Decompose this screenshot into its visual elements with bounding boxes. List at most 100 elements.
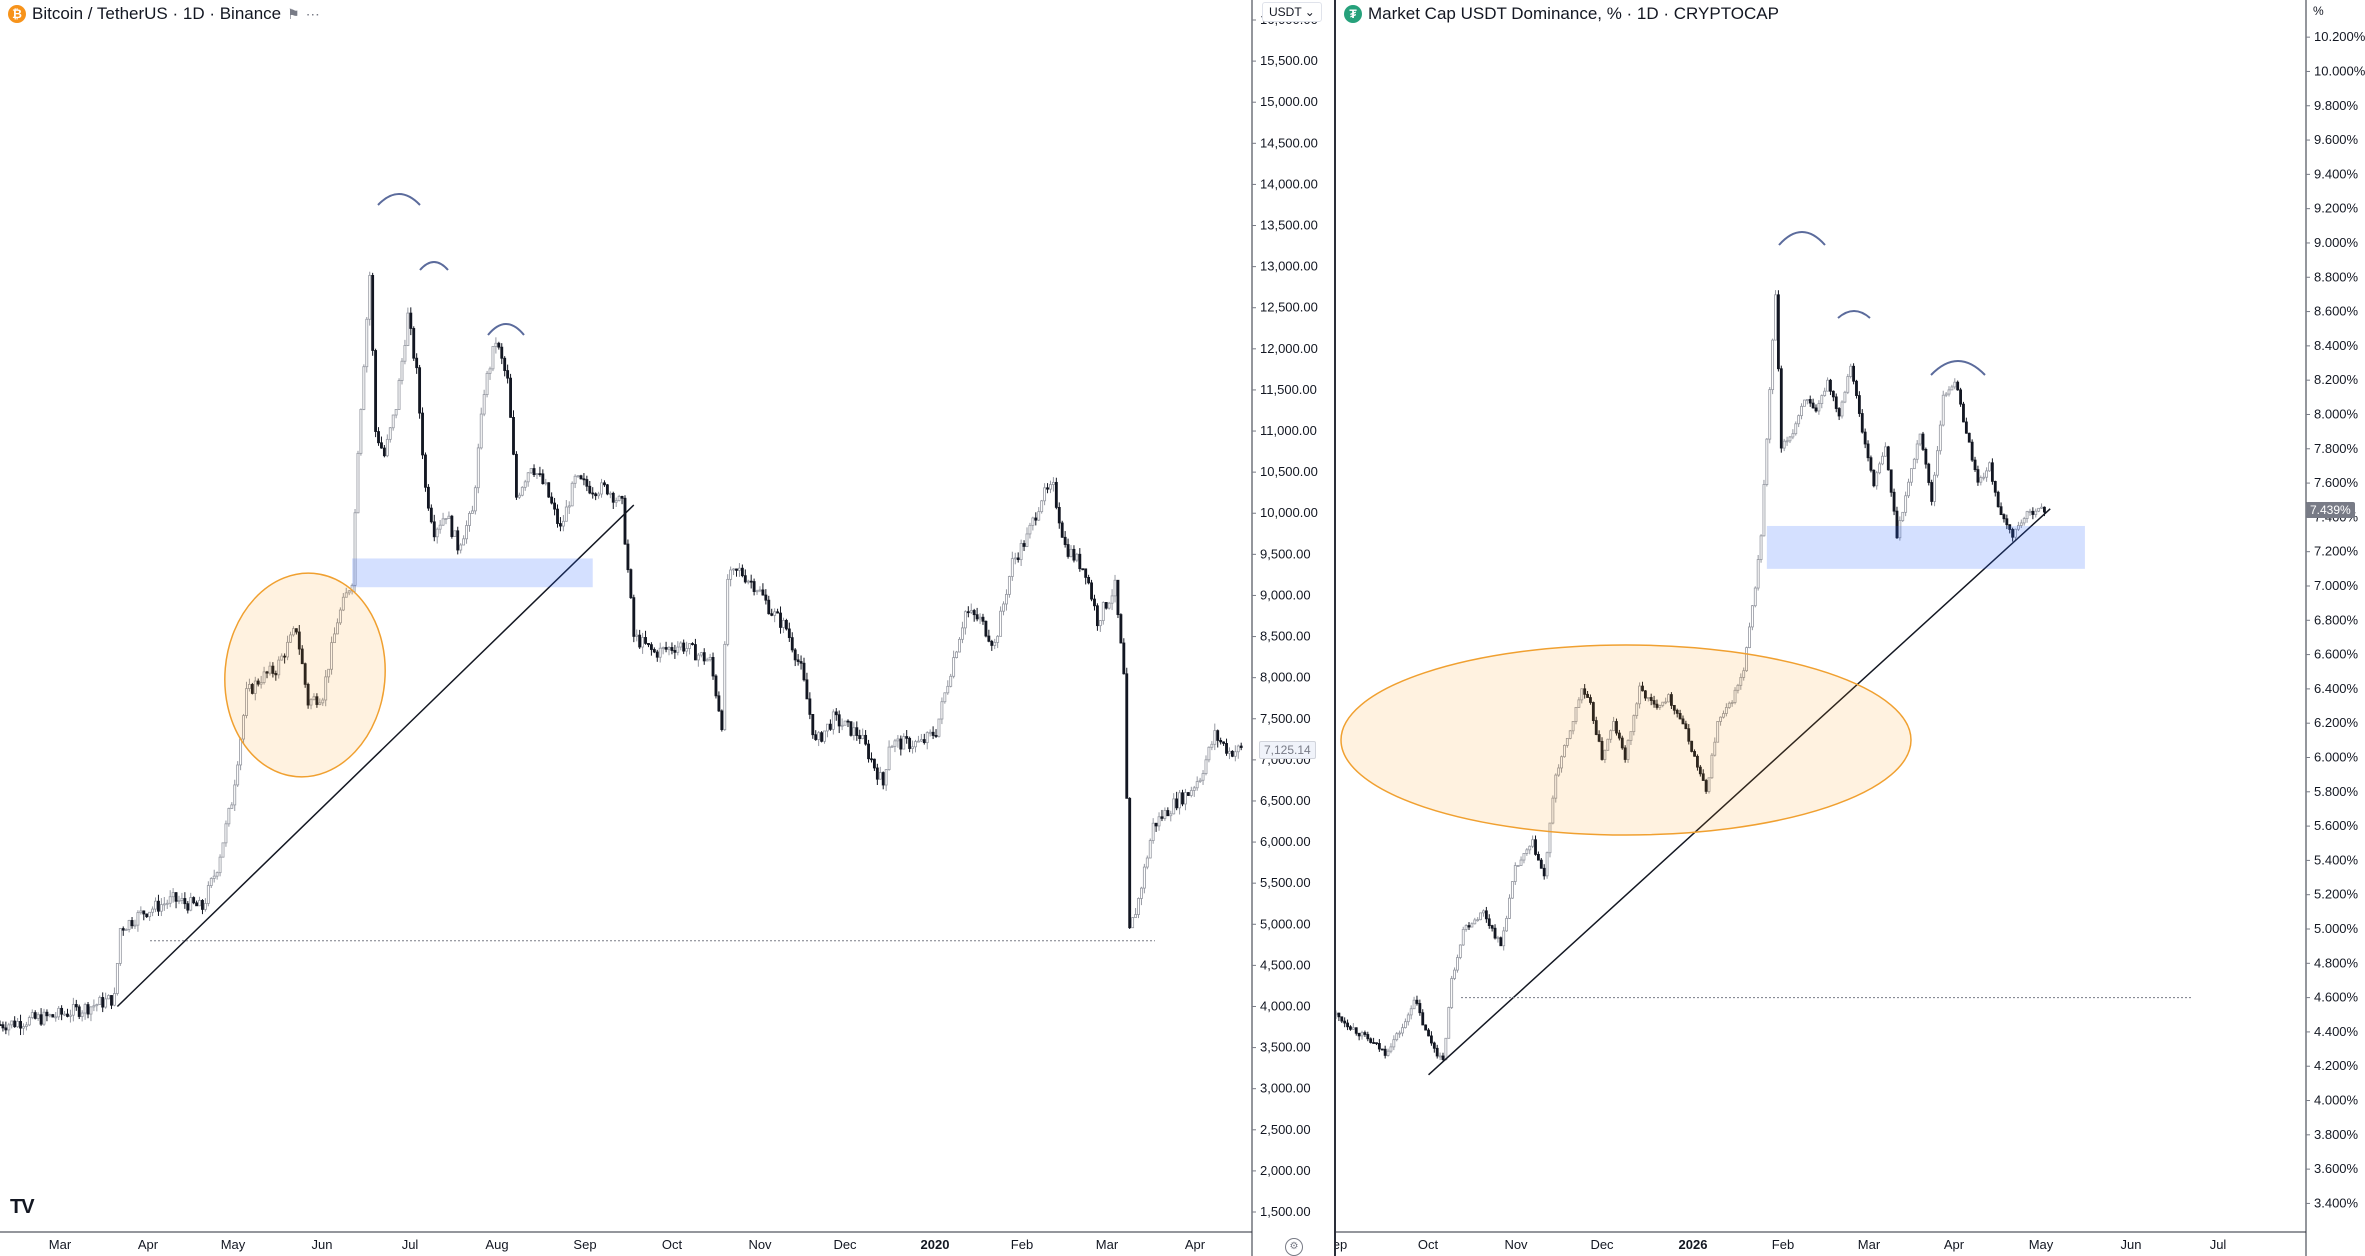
candle	[1875, 472, 1879, 487]
candle	[77, 1006, 81, 1017]
candle	[1513, 865, 1517, 882]
candle	[1956, 381, 1960, 391]
x-tick-label: Mar	[1858, 1237, 1881, 1252]
candle	[846, 720, 850, 723]
candle	[1169, 813, 1173, 817]
candle	[432, 521, 436, 538]
candle	[594, 493, 598, 497]
candle	[1829, 379, 1832, 392]
candle	[468, 512, 471, 526]
candle	[1002, 603, 1005, 612]
candle	[1128, 797, 1132, 929]
y-tick-label: 5.000%	[2314, 921, 2359, 936]
candle	[450, 515, 454, 537]
candle	[1098, 620, 1102, 627]
candle	[0, 1024, 2, 1026]
candle	[1548, 822, 1552, 854]
candle	[256, 680, 260, 685]
candle	[1623, 747, 1627, 760]
candle	[635, 634, 639, 637]
candle	[1768, 389, 1772, 440]
btc-chart-pane[interactable]: 16,000.0015,500.0015,000.0014,500.0014,0…	[0, 0, 1333, 1256]
y-tick-label: 7.800%	[2314, 441, 2359, 456]
usdt-dominance-chart-pane[interactable]: 10.200% 10.000% 9.800% 9.600% 9.400% 9.200% 9.…	[1334, 0, 2365, 1256]
candle	[952, 657, 956, 677]
y-tick-label: 13,000.00	[1260, 259, 1318, 274]
candle	[7, 1024, 11, 1031]
y-tick-label: 4.400%	[2314, 1024, 2359, 1039]
y-tick-label: 5.600%	[2314, 818, 2359, 833]
candle	[154, 900, 157, 910]
x-tick-label: Apr	[138, 1237, 159, 1252]
candle	[1722, 713, 1725, 718]
candle	[1487, 918, 1491, 926]
candle	[1184, 792, 1187, 805]
candle	[1603, 749, 1607, 760]
candle	[1612, 721, 1616, 732]
x-tick-label: Dec	[833, 1237, 857, 1252]
candle	[1157, 816, 1161, 827]
candle	[1225, 743, 1228, 754]
candle	[1886, 446, 1890, 471]
candle	[1049, 484, 1052, 490]
candle	[550, 496, 554, 504]
candle	[1936, 450, 1939, 476]
usdt-unit-text: %	[2313, 4, 2324, 18]
btc-candlestick-chart[interactable]: 16,000.0015,500.0015,000.0014,500.0014,0…	[0, 0, 1333, 1256]
candle	[1609, 730, 1613, 740]
candle	[1667, 694, 1670, 703]
usdt-dominance-candlestick-chart[interactable]: 10.200% 10.000% 9.800% 9.600% 9.400% 9.200% 9.…	[1336, 0, 2365, 1256]
candle	[702, 652, 706, 662]
candle	[1632, 715, 1636, 733]
candle	[174, 892, 178, 902]
candle	[1453, 969, 1456, 979]
candle	[2028, 510, 2032, 513]
candle	[1, 1024, 5, 1029]
candle	[1794, 423, 1798, 435]
candle	[10, 1020, 14, 1026]
candle	[1415, 999, 1419, 1004]
candle	[426, 486, 430, 509]
candle	[597, 493, 601, 497]
top-arc	[377, 193, 421, 206]
candle	[1372, 1042, 1376, 1044]
candle	[145, 913, 149, 918]
candle	[620, 495, 624, 499]
candle	[1528, 845, 1532, 851]
gear-icon[interactable]: ⚙	[1285, 1238, 1303, 1256]
candle	[743, 575, 747, 583]
candle	[852, 727, 856, 736]
candle	[1398, 1032, 1402, 1035]
more-options-icon[interactable]: ⋯	[305, 5, 320, 22]
x-tick-label: Nov	[748, 1237, 772, 1252]
candle	[1007, 576, 1011, 595]
candle	[473, 487, 477, 512]
candle	[183, 898, 187, 905]
candle	[338, 609, 342, 624]
x-tick-label: Jun	[2121, 1237, 2142, 1252]
candle	[773, 611, 777, 616]
candle	[48, 1014, 52, 1017]
candle	[1704, 780, 1708, 792]
candle	[1840, 401, 1844, 417]
candle	[315, 696, 319, 705]
candle	[215, 872, 219, 877]
candle	[517, 494, 521, 498]
candle	[2037, 507, 2041, 512]
usdt-legend: ₮ Market Cap USDT Dominance, % · 1D · CR…	[1340, 2, 1783, 26]
x-tick-label: Aug	[485, 1237, 508, 1252]
candle	[614, 500, 618, 503]
candle	[212, 875, 216, 879]
candle	[356, 452, 360, 514]
candle	[993, 642, 997, 646]
candle	[855, 727, 859, 736]
candle	[104, 998, 108, 1008]
candle	[1377, 1043, 1381, 1050]
candle	[1542, 867, 1546, 877]
btc-currency-select[interactable]: USDT ⌄	[1262, 2, 1322, 22]
y-tick-label: 5,000.00	[1260, 916, 1311, 931]
candle	[441, 518, 445, 526]
x-tick-label: Nov	[1504, 1237, 1528, 1252]
candle	[412, 328, 416, 359]
flag-icon[interactable]: ⚑	[287, 5, 300, 22]
